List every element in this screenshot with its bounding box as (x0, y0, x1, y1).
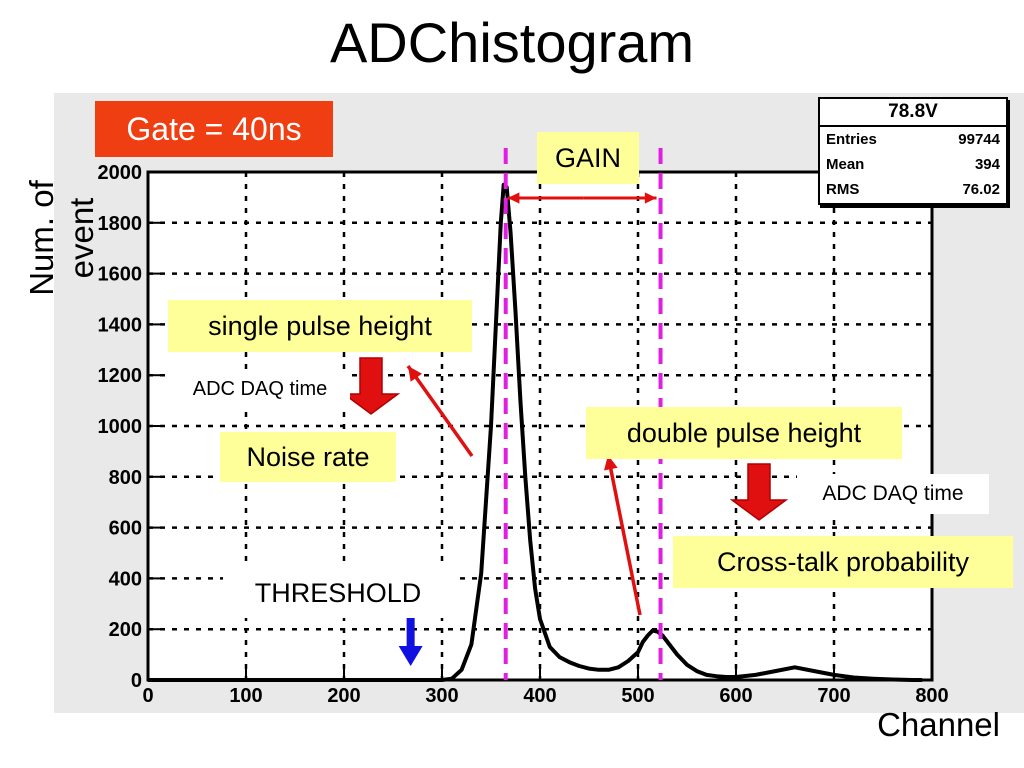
x-axis-label: Channel (877, 706, 1000, 743)
adc-daq-time-label: ADC DAQ time (170, 372, 350, 406)
threshold-arrow-head (398, 646, 423, 666)
adc-daq-time-label-2: ADC DAQ time (797, 474, 989, 514)
stats-row: RMS 76.02 (820, 177, 1006, 202)
y-tick-label: 1000 (98, 416, 143, 438)
y-tick-label: 800 (109, 467, 142, 489)
page-title: ADChistogram (329, 11, 695, 74)
x-tick-label: 800 (915, 685, 948, 707)
x-tick-label: 200 (327, 685, 360, 707)
y-tick-label: 2000 (98, 162, 143, 184)
x-tick-label: 600 (719, 685, 752, 707)
gate-label: Gate = 40ns (95, 101, 333, 157)
stats-value: 394 (974, 156, 1000, 173)
adc-daq-down-arrow-2 (729, 463, 789, 521)
x-tick-label: 400 (523, 685, 556, 707)
gain-arrow-left-head (507, 192, 520, 204)
x-tick-label: 100 (229, 685, 262, 707)
adc-daq-down-arrow (341, 357, 401, 415)
threshold-arrow-shaft (406, 618, 415, 648)
y-tick-label: 200 (109, 619, 142, 641)
double-pulse-pointer (606, 454, 642, 616)
y-tick-label: 1200 (98, 365, 143, 387)
x-tick-label: 500 (621, 685, 654, 707)
stats-value: 99744 (958, 131, 1000, 148)
stats-value: 76.02 (962, 181, 1000, 198)
single-pulse-pointer-head (408, 366, 423, 382)
threshold-label: THRESHOLD (223, 568, 453, 618)
y-tick-label: 0 (131, 670, 142, 692)
single-pulse-pointer (406, 364, 474, 458)
stats-label: Mean (826, 156, 865, 173)
gain-arrow-right-head (644, 192, 657, 204)
noise-rate-label: Noise rate (220, 432, 396, 482)
y-tick-label: 600 (109, 518, 142, 540)
stats-box: 78.8V Entries 99744 Mean 394 RMS 76.02 (818, 97, 1008, 205)
single-pulse-height-label: single pulse height (168, 300, 472, 352)
y-tick-label: 1800 (98, 213, 143, 235)
y-tick-label: 1600 (98, 264, 143, 286)
stats-title: 78.8V (820, 99, 1006, 127)
double-pulse-height-label: double pulse height (586, 407, 902, 459)
y-tick-label: 400 (109, 568, 142, 590)
cross-talk-probability-label: Cross-talk probability (673, 536, 1013, 588)
x-tick-label: 300 (425, 685, 458, 707)
stats-row: Mean 394 (820, 152, 1006, 177)
y-axis-label: Num. of event (23, 180, 100, 296)
stats-row: Entries 99744 (820, 127, 1006, 152)
histogram-line (148, 182, 923, 682)
stats-label: Entries (826, 131, 877, 148)
y-tick-label: 1400 (98, 314, 143, 336)
x-tick-label: 0 (142, 685, 153, 707)
gain-label: GAIN (537, 132, 639, 184)
x-tick-label: 700 (817, 685, 850, 707)
stats-label: RMS (826, 181, 860, 198)
